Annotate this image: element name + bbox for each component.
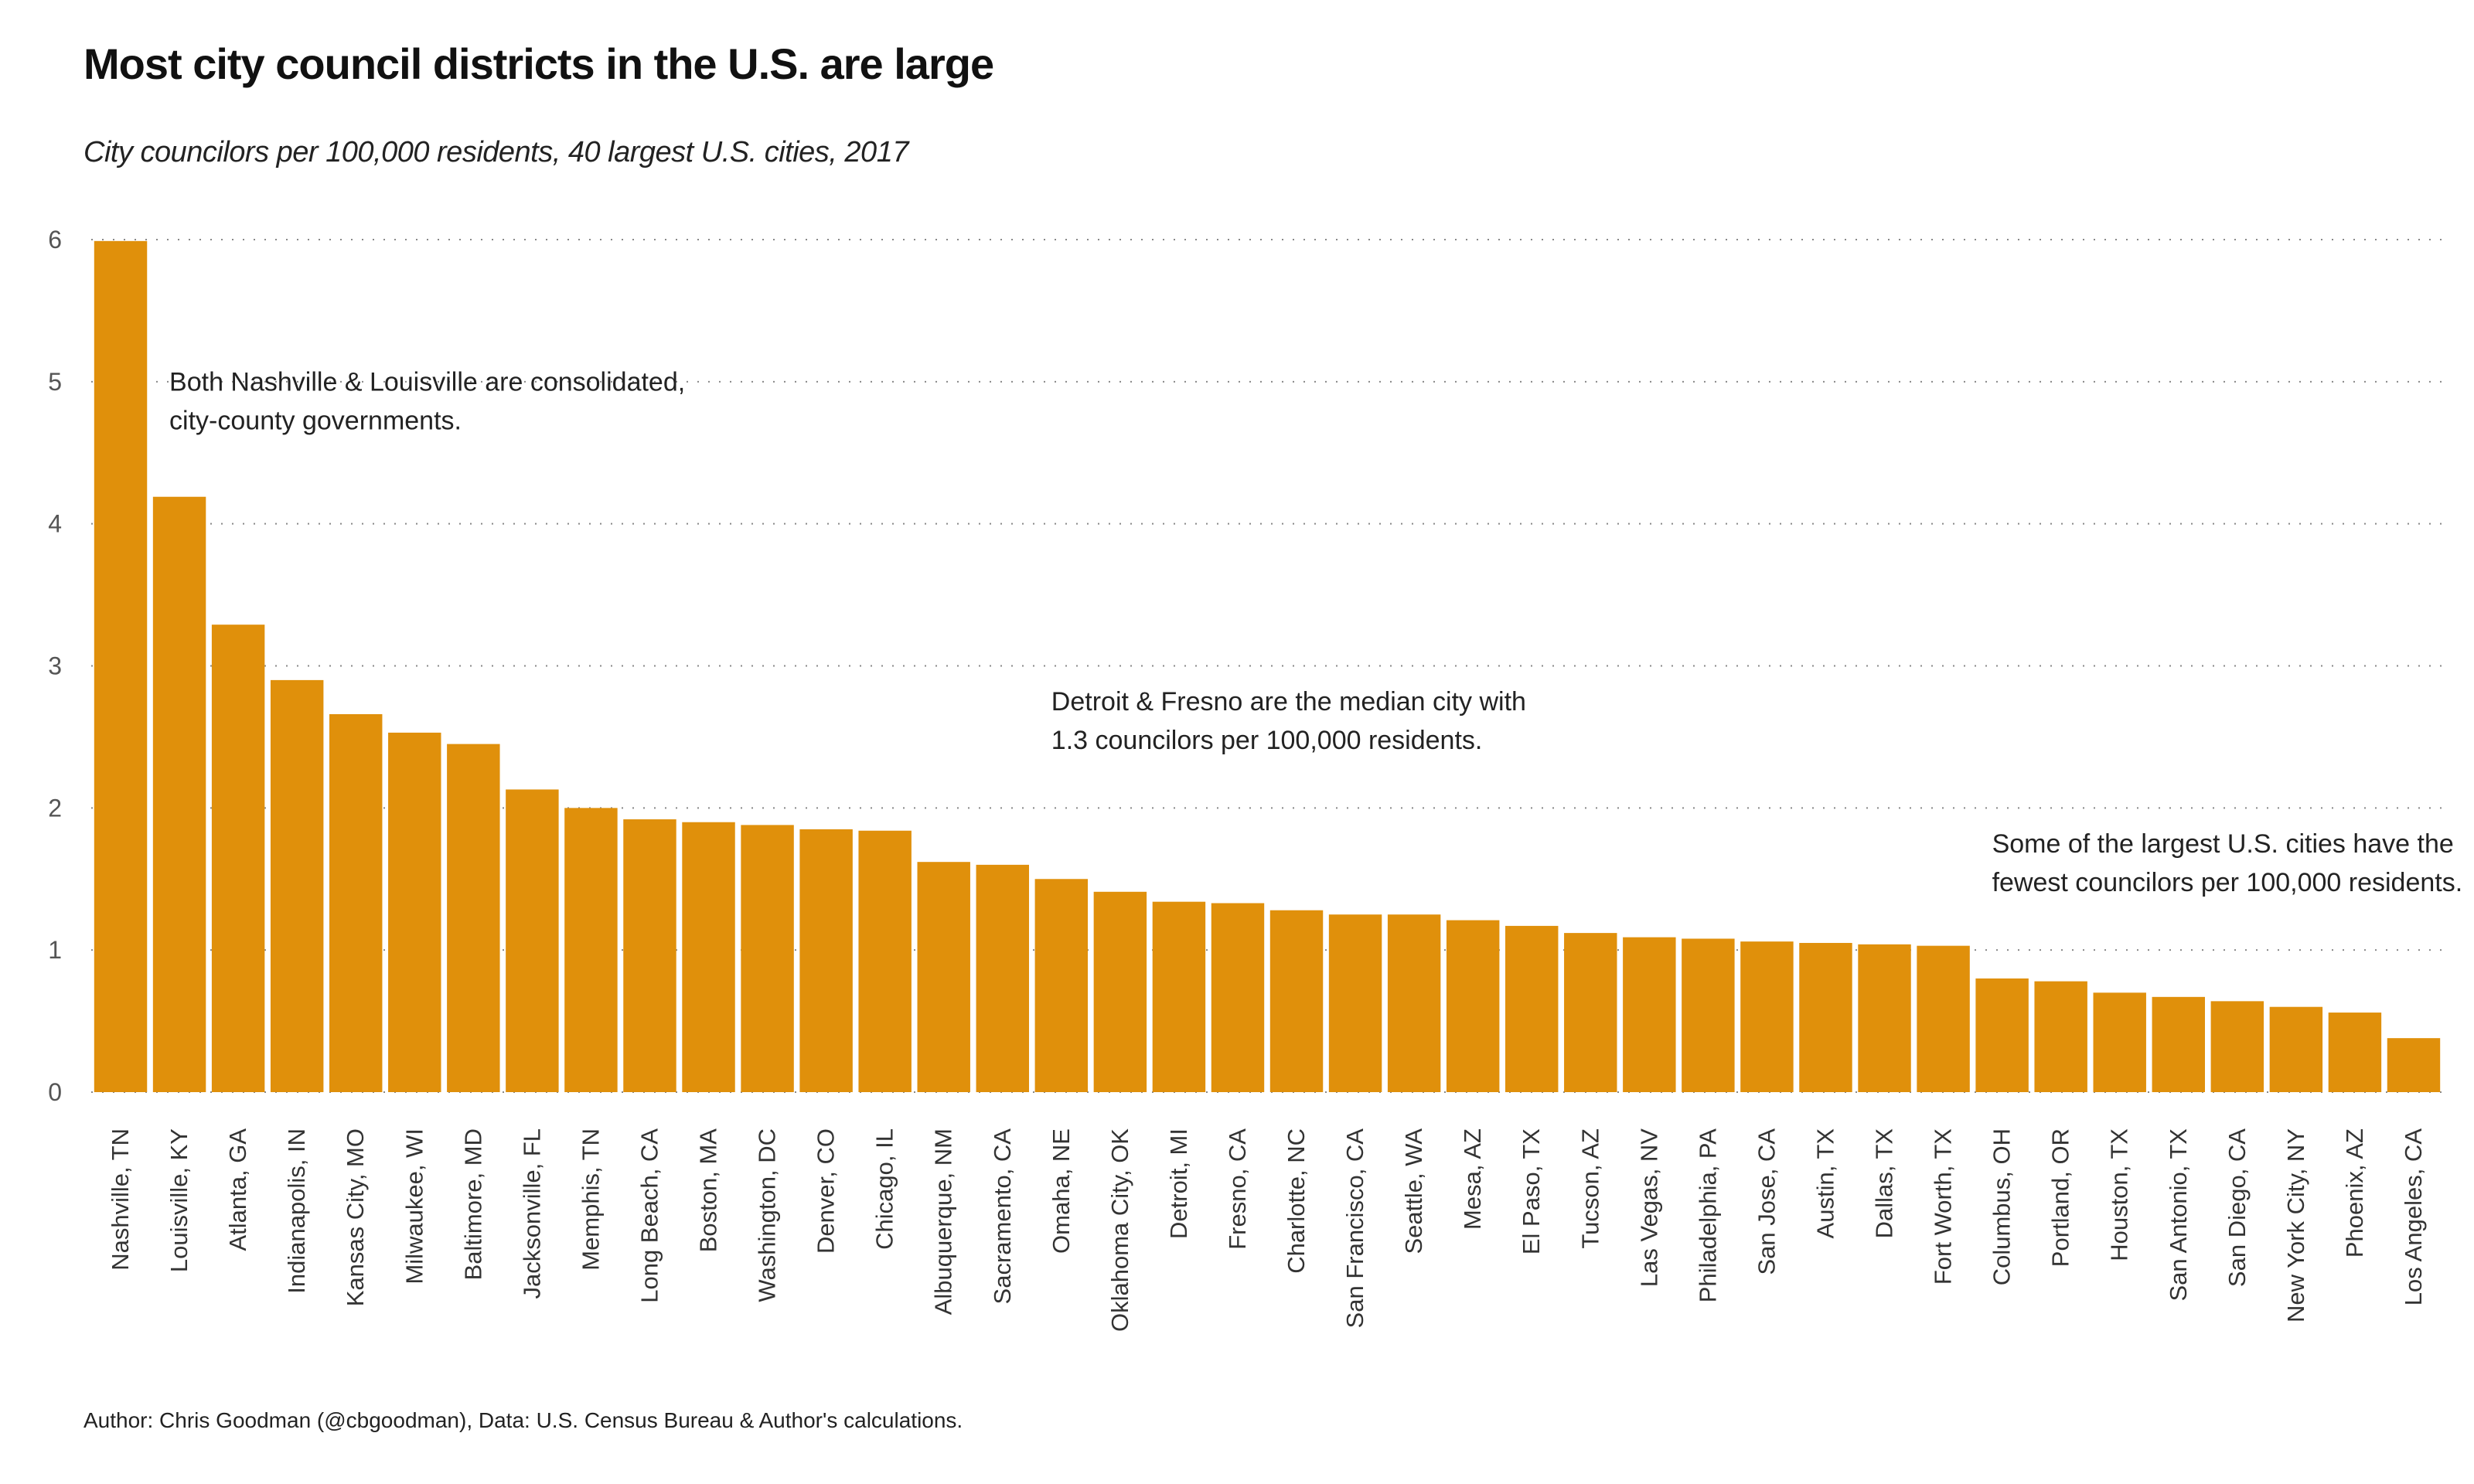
- x-tick-label: Indianapolis, IN: [283, 1128, 310, 1294]
- bar: [2034, 981, 2087, 1092]
- x-tick-label: Houston, TX: [2106, 1128, 2133, 1261]
- bar: [2269, 1006, 2323, 1092]
- annotation: fewest councilors per 100,000 residents.: [1992, 868, 2463, 897]
- x-tick-label: Fresno, CA: [1224, 1128, 1251, 1250]
- annotation: 1.3 councilors per 100,000 residents.: [1051, 726, 1483, 755]
- bar: [1387, 914, 1441, 1092]
- bar: [329, 714, 383, 1092]
- x-tick-label: Detroit, MI: [1165, 1128, 1192, 1239]
- bar: [2328, 1013, 2382, 1092]
- x-tick-label: Charlotte, NC: [1283, 1128, 1310, 1274]
- bar: [506, 789, 559, 1092]
- annotation: city-county governments.: [169, 407, 462, 436]
- x-tick-label: Louisville, KY: [165, 1128, 193, 1272]
- x-tick-label: Kansas City, MO: [342, 1128, 369, 1306]
- bar: [1093, 891, 1147, 1092]
- bar: [1269, 910, 1324, 1092]
- bar: [1740, 941, 1794, 1092]
- x-tick-label: Oklahoma City, OK: [1106, 1128, 1133, 1332]
- x-tick-label: Omaha, NE: [1048, 1128, 1075, 1254]
- bar: [976, 864, 1029, 1092]
- y-tick-label: 4: [48, 510, 62, 538]
- x-tick-label: Nashville, TN: [107, 1128, 134, 1271]
- bar: [1211, 903, 1265, 1092]
- x-tick-label: Columbus, OH: [1988, 1128, 2016, 1285]
- x-tick-label: San Francisco, CA: [1341, 1128, 1368, 1329]
- chart-caption: Author: Chris Goodman (@cbgoodman), Data…: [83, 1408, 963, 1432]
- x-tick-label: Mesa, AZ: [1459, 1128, 1486, 1230]
- x-tick-label: Denver, CO: [813, 1128, 840, 1254]
- bar: [1505, 925, 1559, 1092]
- annotation: Some of the largest U.S. cities have the: [1992, 829, 2454, 859]
- bar: [741, 825, 794, 1092]
- annotation: Detroit & Fresno are the median city wit…: [1051, 687, 1526, 716]
- x-tick-label: Memphis, TN: [577, 1128, 604, 1271]
- x-tick-label: Phoenix, AZ: [2341, 1128, 2368, 1258]
- x-tick-label: Sacramento, CA: [989, 1128, 1016, 1305]
- bar: [564, 808, 618, 1092]
- x-tick-label: San Diego, CA: [2224, 1128, 2251, 1287]
- x-tick-label: Baltimore, MD: [459, 1128, 486, 1280]
- bar: [1975, 978, 2029, 1092]
- bar: [1623, 937, 1676, 1092]
- bar: [211, 625, 265, 1092]
- bar: [1917, 945, 1970, 1092]
- bar: [799, 829, 853, 1092]
- x-tick-label: Milwaukee, WI: [400, 1128, 428, 1285]
- y-tick-label: 2: [48, 794, 62, 822]
- x-tick-label: Dallas, TX: [1871, 1128, 1898, 1239]
- x-tick-label: El Paso, TX: [1518, 1128, 1545, 1254]
- x-tick-label: Fort Worth, TX: [1930, 1128, 1957, 1285]
- bar: [682, 822, 735, 1092]
- bar: [2093, 992, 2146, 1092]
- x-tick-label: New York City, NY: [2282, 1128, 2309, 1322]
- y-tick-label: 0: [48, 1078, 62, 1106]
- bar: [1682, 938, 1735, 1092]
- bar: [388, 732, 441, 1092]
- bar: [1858, 944, 1911, 1092]
- bar: [2210, 1001, 2264, 1092]
- bar: [152, 496, 206, 1092]
- y-tick-label: 6: [48, 226, 62, 254]
- bar: [2152, 996, 2205, 1092]
- x-tick-label: Las Vegas, NV: [1635, 1128, 1662, 1287]
- bar: [447, 744, 500, 1092]
- bar: [1564, 933, 1617, 1092]
- bar: [1446, 920, 1500, 1092]
- x-tick-label: Seattle, WA: [1400, 1128, 1427, 1254]
- x-tick-label: Los Angeles, CA: [2400, 1128, 2427, 1306]
- annotation: Both Nashville & Louisville are consolid…: [169, 368, 685, 397]
- x-tick-label: Washington, DC: [754, 1128, 781, 1302]
- bar: [1034, 879, 1089, 1092]
- x-tick-label: Portland, OR: [2047, 1128, 2074, 1267]
- bar: [858, 830, 912, 1092]
- y-tick-label: 1: [48, 936, 62, 964]
- bar: [270, 679, 324, 1092]
- x-tick-label: Philadelphia, PA: [1694, 1128, 1721, 1303]
- x-tick-label: Long Beach, CA: [636, 1128, 663, 1303]
- bar: [2387, 1038, 2441, 1092]
- bar: [917, 862, 970, 1092]
- x-tick-label: Tucson, AZ: [1576, 1128, 1603, 1249]
- bar: [1799, 942, 1852, 1092]
- x-tick-label: Austin, TX: [1811, 1128, 1838, 1239]
- y-tick-label: 3: [48, 652, 62, 680]
- bar: [623, 819, 676, 1092]
- x-tick-label: Boston, MA: [695, 1128, 722, 1253]
- bar: [94, 240, 148, 1092]
- x-tick-label: Jacksonville, FL: [518, 1128, 545, 1299]
- y-tick-label: 5: [48, 368, 62, 396]
- x-tick-label: San Antonio, TX: [2165, 1128, 2192, 1302]
- bar: [1152, 901, 1206, 1092]
- x-tick-label: San Jose, CA: [1753, 1128, 1780, 1275]
- x-tick-label: Chicago, IL: [871, 1128, 898, 1250]
- x-tick-label: Albuquerque, NM: [930, 1128, 957, 1315]
- chart-title: Most city council districts in the U.S. …: [83, 39, 994, 88]
- bar: [1328, 914, 1382, 1092]
- x-tick-label: Atlanta, GA: [224, 1128, 251, 1251]
- chart-subtitle: City councilors per 100,000 residents, 4…: [83, 136, 908, 168]
